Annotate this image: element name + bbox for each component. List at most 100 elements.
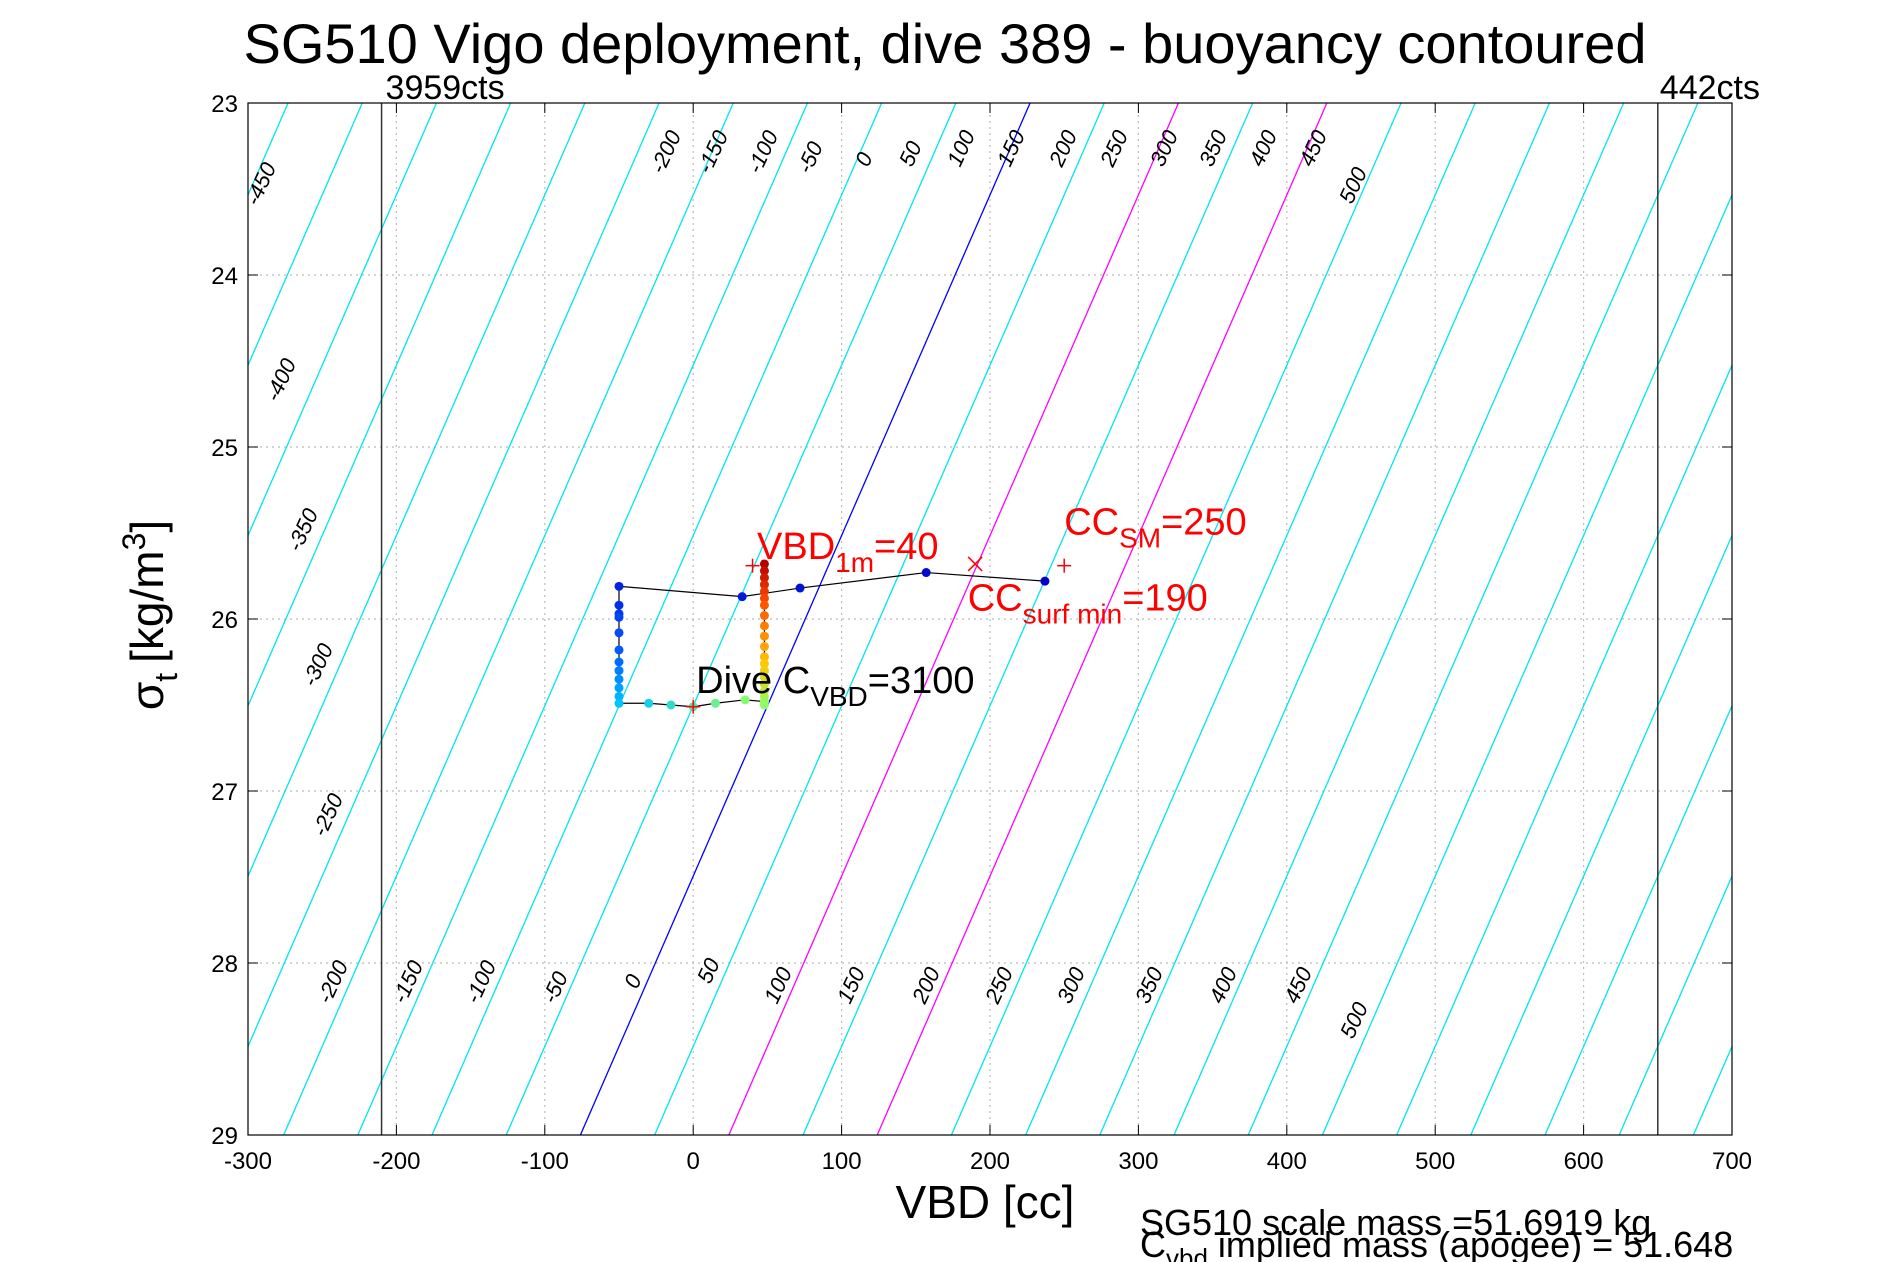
contour-label: 500 bbox=[1335, 998, 1373, 1043]
axes: -300 -200 -100 0 100 200 300 400 500 600 700232425… bbox=[211, 91, 1752, 1175]
contour-label: 50 bbox=[692, 954, 725, 987]
x-tick-label: -200 bbox=[372, 1148, 420, 1175]
trace-point bbox=[737, 592, 747, 602]
contour-line bbox=[950, 103, 1402, 1135]
contour-line bbox=[1099, 103, 1551, 1135]
trace-point bbox=[759, 580, 769, 590]
implied-mass-sub: vbd bbox=[1166, 1243, 1208, 1262]
contour-line bbox=[728, 103, 1180, 1135]
vbd-limit-label: 3959cts bbox=[386, 69, 505, 107]
contour-line bbox=[802, 103, 1254, 1135]
contour-line bbox=[1842, 103, 1891, 1135]
y-axis-label: σt [kg/m3] bbox=[116, 520, 184, 710]
contour-label: -50 bbox=[537, 967, 573, 1007]
trace-point bbox=[614, 698, 624, 708]
trace-point bbox=[921, 568, 931, 578]
contour-line bbox=[1618, 874, 1732, 1135]
contour-line bbox=[0, 103, 65, 1135]
trace-point bbox=[759, 600, 769, 610]
contour-line bbox=[1396, 363, 1732, 1135]
annotation-value: =40 bbox=[874, 526, 938, 568]
buoyancy-contours: -450-400-350-300-250-200 -150 -100 -50 0 50 10… bbox=[0, 103, 1891, 1135]
contour-line bbox=[248, 103, 586, 878]
contour-line bbox=[876, 103, 1328, 1135]
trace-point bbox=[759, 666, 769, 676]
contour-line bbox=[283, 103, 734, 1135]
trace-point bbox=[795, 583, 805, 593]
vbd-limit-lines: 3959cts 442cts bbox=[380, 69, 1760, 1135]
x-tick-label: -100 bbox=[521, 1148, 569, 1175]
contour-line bbox=[1768, 103, 1891, 1135]
contour-line bbox=[0, 103, 214, 1135]
trace-point bbox=[759, 659, 769, 669]
x-tick-label: 400 bbox=[1267, 1148, 1307, 1175]
trace-point bbox=[614, 691, 624, 701]
contour-label: 50 bbox=[894, 137, 927, 170]
trace-point bbox=[759, 700, 769, 710]
trace-point bbox=[759, 559, 769, 569]
contour-label: -100 bbox=[460, 956, 502, 1007]
trace-point bbox=[666, 700, 676, 710]
y-axis-label-sub: t bbox=[148, 673, 184, 682]
reference-markers bbox=[686, 556, 1072, 714]
trace-point bbox=[759, 593, 769, 603]
trace-point bbox=[759, 679, 769, 689]
annotation-sub: SM bbox=[1119, 523, 1161, 554]
trace-point bbox=[614, 683, 624, 693]
trace-point bbox=[710, 698, 720, 708]
trace-point bbox=[759, 573, 769, 583]
x-tick-label: 600 bbox=[1564, 1148, 1604, 1175]
contour-label: 450 bbox=[1279, 963, 1317, 1008]
y-axis-label-sup: 3 bbox=[116, 533, 152, 551]
contour-label: 350 bbox=[1130, 963, 1168, 1008]
contour-line bbox=[654, 103, 1105, 1135]
trace-point bbox=[614, 600, 624, 610]
contour-label: 400 bbox=[1204, 963, 1242, 1008]
trace-point bbox=[759, 621, 769, 631]
contour-line bbox=[248, 103, 512, 708]
y-axis-label-close: ] bbox=[121, 520, 173, 533]
annotation-value: =250 bbox=[1161, 502, 1247, 544]
trace-point bbox=[759, 566, 769, 576]
y-tick-label: 24 bbox=[211, 263, 238, 290]
contour-label: 150 bbox=[832, 963, 870, 1008]
trace-point bbox=[614, 666, 624, 676]
y-tick-label: 23 bbox=[211, 91, 238, 118]
contour-line bbox=[1470, 533, 1732, 1135]
trace-point bbox=[759, 586, 769, 596]
contour-line bbox=[579, 103, 1031, 1135]
annotation: CCSM=250 bbox=[1064, 502, 1246, 554]
contour-line bbox=[1247, 103, 1699, 1135]
contour-line bbox=[248, 103, 660, 1049]
y-tick-label: 26 bbox=[211, 607, 238, 634]
contour-label: -200 bbox=[645, 126, 687, 177]
y-axis-label-unit: [kg/m bbox=[121, 550, 173, 662]
contour-label: 0 bbox=[619, 970, 647, 992]
contour-label: 450 bbox=[1294, 126, 1332, 171]
contour-label: -150 bbox=[692, 126, 734, 177]
annotation-main: CC bbox=[1064, 502, 1119, 544]
annotation-main: VBD bbox=[757, 526, 835, 568]
contour-label: -250 bbox=[307, 789, 349, 840]
annotation-value: =190 bbox=[1122, 577, 1208, 619]
x-tick-label: 200 bbox=[970, 1148, 1010, 1175]
implied-mass-suffix: implied mass (apogee) = 51.648 bbox=[1208, 1224, 1733, 1262]
trace-point bbox=[644, 698, 654, 708]
y-tick-label: 27 bbox=[211, 779, 238, 806]
grid-lines bbox=[248, 103, 1732, 1135]
annotation-main: CC bbox=[968, 577, 1023, 619]
contour-label: 250 bbox=[979, 963, 1018, 1008]
contour-line bbox=[357, 103, 809, 1135]
contour-line bbox=[248, 103, 363, 367]
contour-line bbox=[1173, 103, 1625, 1135]
trace-point bbox=[759, 642, 769, 652]
trace-point bbox=[614, 674, 624, 684]
implied-mass-note: Cvbd implied mass (apogee) = 51.648 bbox=[1140, 1224, 1733, 1262]
contour-line bbox=[248, 103, 438, 538]
scale-mass-note: SG510 scale mass =51.6919 kg bbox=[1140, 1202, 1651, 1243]
x-tick-label: 100 bbox=[822, 1148, 862, 1175]
contour-label: 200 bbox=[906, 963, 945, 1008]
trace-point bbox=[759, 652, 769, 662]
